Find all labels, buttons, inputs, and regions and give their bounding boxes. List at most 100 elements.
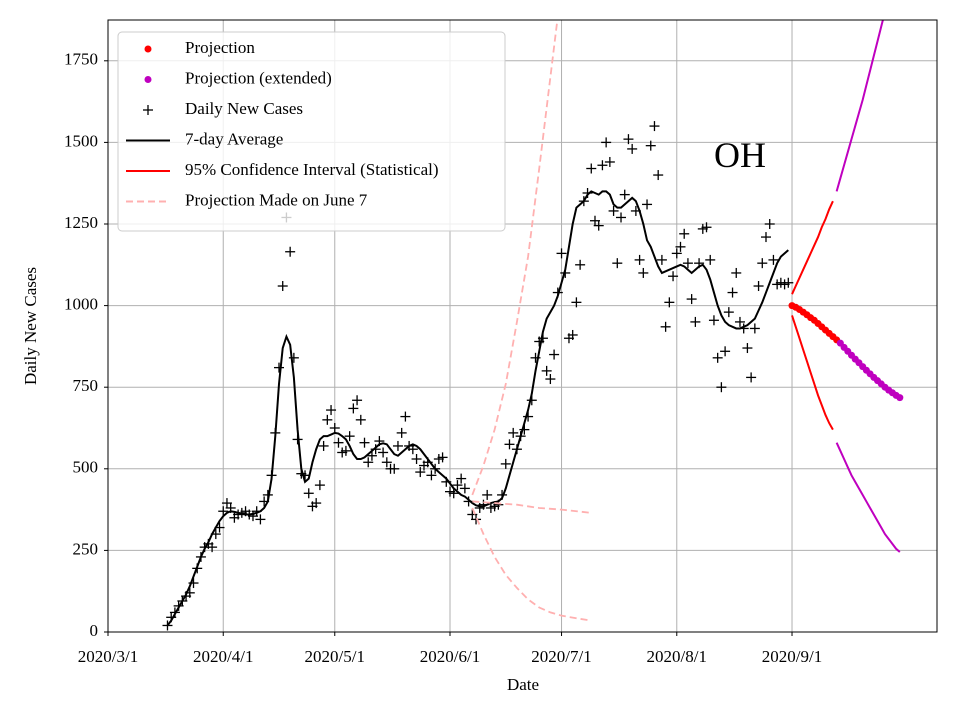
plus-marker: [768, 254, 779, 265]
plus-marker: [623, 134, 634, 145]
axes: 0 250 500 750 1000 1250 1500 1750 2020/3/1 2020/4…: [64, 50, 822, 666]
plus-marker: [277, 281, 288, 292]
plus-marker: [437, 452, 448, 463]
plus-marker: [705, 254, 716, 265]
y-tick-label: 0: [90, 621, 99, 640]
plus-marker: [314, 480, 325, 491]
plus-marker: [366, 450, 377, 461]
plus-marker: [549, 349, 560, 360]
plus-marker: [634, 254, 645, 265]
legend-label: 95% Confidence Interval (Statistical): [185, 160, 439, 179]
plus-marker: [482, 489, 493, 500]
annotation: OH: [714, 135, 766, 175]
line: [471, 507, 592, 622]
plus-marker: [508, 427, 519, 438]
y-tick-label: 750: [73, 376, 99, 395]
plus-marker: [723, 307, 734, 318]
plus-marker: [255, 514, 266, 525]
plus-marker: [734, 316, 745, 327]
plus-marker: [649, 121, 660, 132]
plus-marker: [326, 405, 337, 416]
plus-marker: [207, 542, 218, 553]
line: [471, 20, 559, 496]
plus-marker: [571, 297, 582, 308]
line: [835, 20, 884, 192]
y-tick-label: 1500: [64, 131, 98, 150]
x-tick-label: 2020/3/1: [78, 647, 138, 666]
x-axis-label: Date: [507, 675, 539, 694]
legend-symbol: [144, 45, 152, 53]
plus-marker: [392, 440, 403, 451]
plus-marker: [764, 219, 775, 229]
x-tick-label: 2020/6/1: [420, 647, 480, 666]
plus-marker: [400, 411, 411, 422]
plus-marker: [720, 346, 731, 357]
plus-marker: [679, 228, 690, 239]
plus-marker: [340, 445, 351, 456]
plus-marker: [690, 316, 701, 327]
plus-marker: [671, 248, 682, 259]
plus-marker: [359, 437, 370, 448]
plus-marker: [612, 258, 623, 269]
x-tick-label: 2020/8/1: [647, 647, 707, 666]
plus-marker: [459, 483, 470, 494]
plus-marker: [556, 248, 567, 259]
plus-marker: [601, 137, 612, 148]
plus-marker: [396, 427, 407, 438]
x-tick-label: 2020/5/1: [305, 647, 365, 666]
plus-marker: [389, 463, 400, 474]
y-axis-label: Daily New Cases: [21, 267, 40, 385]
line: [791, 200, 834, 295]
plus-marker: [731, 267, 742, 278]
plus-marker: [545, 374, 556, 385]
plus-marker: [638, 267, 649, 278]
legend-symbol: [144, 76, 152, 83]
legend-label: Projection: [185, 38, 255, 57]
plus-marker: [760, 232, 771, 243]
plus-marker: [656, 254, 667, 265]
x-tick-label: 2020/7/1: [531, 647, 591, 666]
plus-marker: [746, 372, 757, 383]
x-tick-label: 2020/9/1: [762, 647, 822, 666]
plus-marker: [642, 199, 653, 210]
plus-marker: [604, 156, 615, 167]
plus-marker: [675, 241, 686, 252]
plus-marker: [664, 297, 675, 308]
plus-marker: [381, 457, 392, 468]
plus-marker: [311, 498, 322, 509]
plot-area: OH: [162, 20, 904, 631]
plus-marker: [322, 414, 333, 425]
plus-marker: [660, 321, 671, 332]
plus-marker: [749, 323, 760, 334]
legend-label: Daily New Cases: [185, 99, 303, 118]
plus-marker: [653, 170, 664, 181]
plus-marker: [727, 287, 738, 298]
axes-frame: [107, 19, 938, 633]
plus-marker: [645, 140, 656, 151]
plus-marker: [541, 365, 552, 376]
plus-marker: [452, 480, 463, 491]
plus-marker: [627, 143, 638, 154]
plus-marker: [701, 222, 712, 233]
plus-marker: [352, 395, 363, 406]
plus-marker: [500, 458, 511, 469]
plus-marker: [363, 457, 374, 468]
plus-marker: [686, 294, 697, 305]
plus-marker: [426, 470, 437, 481]
plus-marker: [333, 437, 344, 448]
line: [791, 315, 834, 431]
plus-marker: [708, 315, 719, 326]
plus-marker: [218, 506, 229, 517]
plus-marker: [407, 444, 418, 455]
legend-label: 7-day Average: [185, 129, 283, 148]
plus-marker: [378, 447, 389, 458]
plus-marker: [608, 205, 619, 216]
y-tick-label: 1750: [64, 50, 98, 69]
plus-marker: [411, 454, 422, 465]
plus-marker: [448, 488, 459, 499]
plus-marker: [285, 246, 296, 257]
y-tick-label: 1250: [64, 213, 98, 232]
plus-marker: [575, 259, 586, 270]
legend-label: Projection Made on June 7: [185, 190, 368, 209]
